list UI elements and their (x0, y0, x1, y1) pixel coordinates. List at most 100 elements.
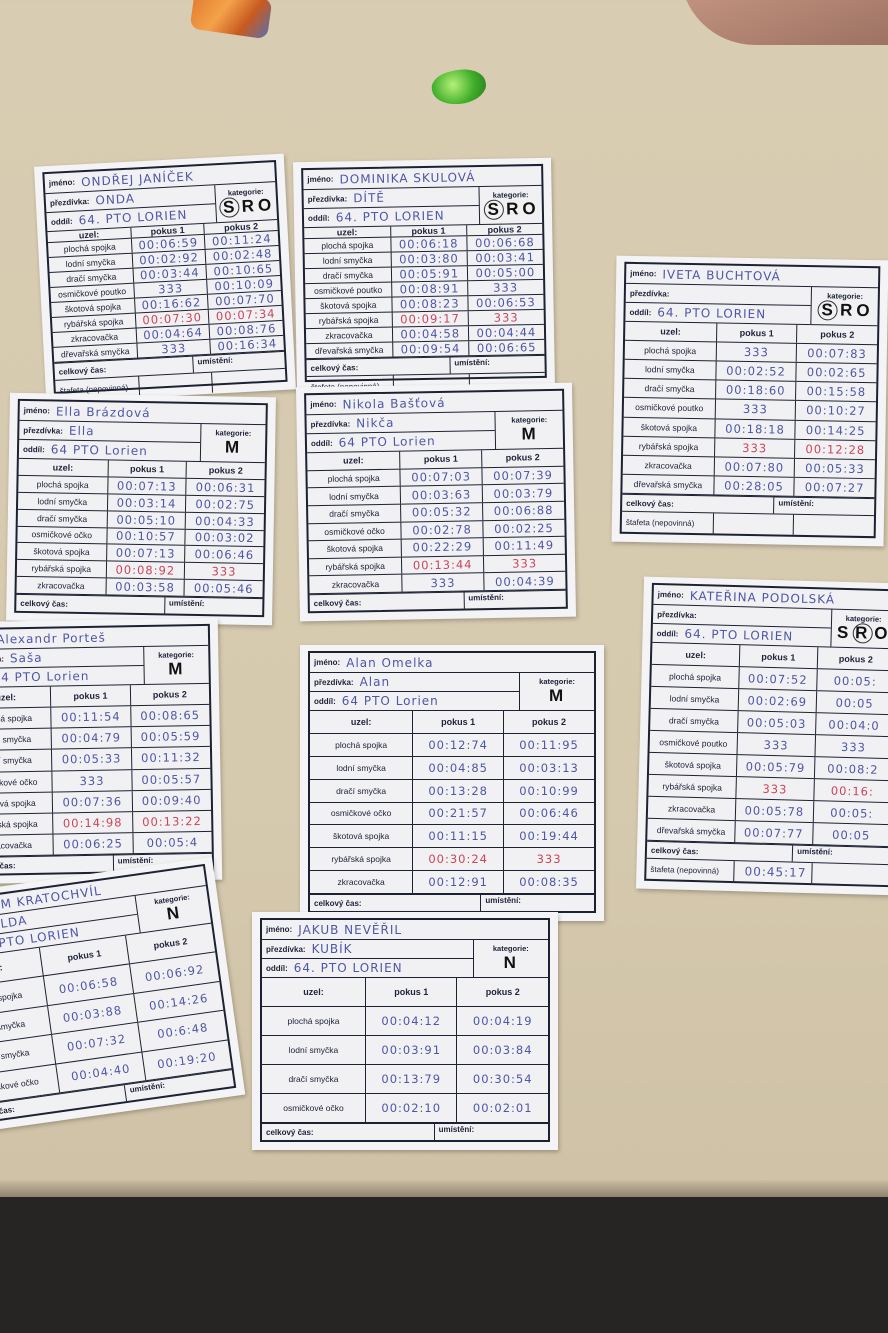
relay-label: štafeta (nepovinná) (625, 517, 695, 528)
table-row: osmičkové očko 00:02:10 00:02:01 (262, 1094, 548, 1123)
attempt1-time: 00:30:24 (428, 852, 488, 867)
score-card: jméno: Alan Omelka přezdívka: Alan oddíl: 6… (300, 645, 604, 921)
attempt2-time: 333 (840, 739, 867, 754)
nickname-value: ONDA (95, 191, 136, 208)
attempt1-time: 00:05:32 (411, 504, 472, 520)
attempt2-time: 00:06:88 (493, 503, 554, 519)
attempt2-time: 333 (493, 310, 519, 325)
total-time-label: celkový čas: (266, 1127, 314, 1137)
card-form: jméno: JAKUB NEVĚŘIL přezdívka: KUBÍK oddí… (260, 918, 550, 1142)
card-form: jméno: DOMINIKA SKULOVÁ přezdívka: DÍTĚ od… (301, 163, 547, 398)
table-row: rybářská spojka 00:30:24 333 (310, 848, 594, 872)
attempt2-time: 00:06:46 (194, 547, 255, 563)
nickname-label: přezdívka: (629, 288, 670, 299)
category-letter-circled: R (852, 623, 873, 644)
unit-value: 64. PTO LORIEN (78, 207, 188, 228)
unit-label: oddíl: (629, 307, 652, 317)
attempt2-time: 00:02:75 (195, 496, 256, 512)
table-header: uzel: pokus 1 pokus 2 (310, 711, 594, 734)
attempt2-time: 333 (511, 556, 538, 571)
place-label: umístění: (168, 598, 205, 609)
knot-name: lodní smyčka (329, 490, 379, 502)
attempt1-time: 00:09:54 (400, 341, 461, 357)
attempt1-time: 00:06:18 (398, 236, 459, 252)
attempt2-header: pokus 2 (820, 329, 855, 340)
nickname-value: KUBÍK (311, 942, 353, 956)
category-box: kategorie: S R O (831, 610, 888, 649)
table-edge (0, 1180, 888, 1198)
attempt2-time: 00:06:92 (144, 961, 206, 984)
relay-value: 00:45:17 (744, 864, 807, 880)
knot-name: rybářská spojka (0, 818, 38, 830)
knot-name: lodní smyčka (669, 692, 720, 705)
attempt2-time: 00:02:01 (472, 1101, 533, 1115)
unit-value: 64 PTO Lorien (50, 442, 148, 459)
table-row: dračí smyčka 00:13:79 00:30:54 (262, 1065, 548, 1094)
attempt1-time: 00:09:17 (400, 311, 460, 327)
category-letter: O (522, 199, 538, 219)
attempt1-header: pokus 1 (761, 651, 796, 663)
card-form: jméno: Alan Omelka přezdívka: Alan oddíl: 6… (308, 651, 596, 913)
total-time-label: celkový čas: (626, 498, 674, 509)
table-row: plochá spojka 00:04:12 00:04:19 (262, 1007, 548, 1036)
total-time-label: celkový čas: (0, 860, 16, 871)
candy-wrapper-orange (189, 0, 273, 40)
attempt1-time: 00:13:28 (428, 783, 488, 798)
category-letter: R (241, 196, 257, 216)
unit-label: oddíl: (307, 213, 330, 223)
attempt2-time: 00:08:2 (827, 760, 879, 777)
knot-name: škotová spojka (64, 301, 122, 315)
place-label: umístění: (468, 592, 504, 603)
score-card: jméno:VILÉM KRATOCHVÍL přezdívka:VILDA o… (0, 856, 246, 1136)
unit-value: 64 PTO Lorien (338, 433, 436, 450)
name-label: jméno: (48, 177, 76, 188)
card-form: jméno: KATEŘINA PODOLSKÁ přezdívka: oddíl… (644, 582, 888, 888)
place-label: umístění: (454, 357, 490, 368)
place-label: umístění: (438, 1125, 475, 1134)
category-box: kategorie: S R O (812, 287, 878, 325)
nickname-value: Nikča (356, 415, 395, 431)
name-label: jméno: (630, 268, 657, 279)
knot-name: zkracovačka (337, 877, 385, 888)
attempt2-time: 00:11:49 (494, 538, 555, 554)
knot-name: dračí smyčka (668, 714, 720, 727)
name-label: jméno: (266, 925, 293, 934)
attempt1-time: 333 (763, 737, 789, 752)
attempt2-time: 00:30:54 (472, 1072, 533, 1086)
attempt1-time: 333 (430, 575, 456, 590)
attempt1-time: 00:03:88 (61, 1002, 124, 1026)
place-label: umístění: (485, 896, 521, 905)
knot-name: rybářská spojka (662, 780, 723, 793)
attempt2-header: pokus 2 (152, 936, 189, 951)
knot-name: dřevařská smyčka (656, 824, 726, 837)
attempt2-time: 00:04:44 (476, 325, 537, 341)
attempt2-time: 00:06:65 (476, 340, 537, 356)
attempt2-time: 00:03:02 (194, 530, 255, 546)
unit-label: oddíl: (22, 444, 45, 454)
attempt2-time: 00:11:95 (519, 737, 579, 752)
attempt2-time: 333 (493, 280, 519, 295)
attempt1-time: 00:18:60 (725, 382, 786, 398)
attempt1-header: pokus 1 (423, 453, 458, 465)
knot-name: lodní smyčka (644, 364, 695, 376)
nickname-label: přezdívka: (307, 193, 348, 204)
name-value: JAKUB NEVĚŘIL (298, 922, 403, 937)
place-label: umístění: (778, 498, 815, 509)
table-row: osmičkové očko 00:21:57 00:06:46 (310, 802, 594, 826)
attempt2-time: 00:05:33 (805, 460, 865, 476)
name-value: Nikola Bašťová (342, 395, 446, 412)
attempt2-time: 00:07:27 (804, 479, 865, 495)
attempt1-header: pokus 1 (441, 716, 476, 727)
nickname-value: Saša (9, 650, 43, 666)
knot-name: plochá spojka (335, 739, 388, 750)
knot-name: osmičkové očko (0, 776, 38, 788)
nickname-value: Ella (68, 423, 95, 439)
card-form: jméno: Ella Brázdová přezdívka: Ella oddíl… (14, 398, 268, 618)
attempt2-time: 00:11:32 (140, 750, 201, 766)
knot-header: uzel: (78, 229, 100, 241)
attempt1-time: 00:03:63 (411, 486, 472, 502)
place-label: umístění: (129, 1080, 166, 1095)
knot-name: plochá spojka (63, 241, 116, 255)
knot-name: škotová spojka (333, 831, 390, 842)
category-letter: M (168, 659, 185, 679)
